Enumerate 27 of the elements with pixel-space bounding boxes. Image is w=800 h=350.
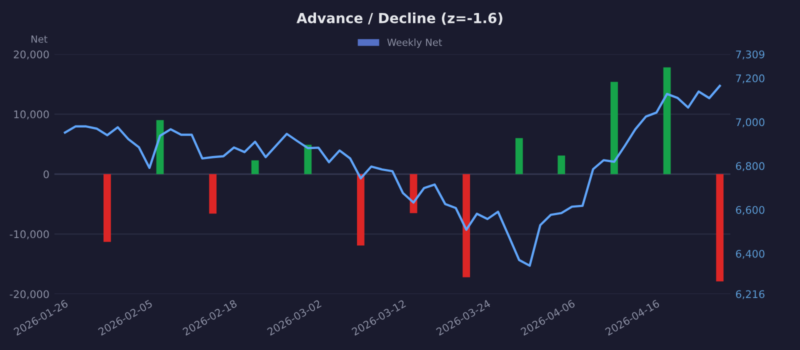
y2-tick-label: 7,200 [736,74,764,84]
line-series [64,84,721,267]
y-tick-label: -10,000 [10,230,49,240]
y2-tick-label: 6,216 [736,290,764,300]
bar [357,174,364,246]
y-tick-label: 20,000 [14,50,49,60]
y2-tick-label: 6,400 [736,250,764,259]
bar [558,156,566,174]
y2-tick-label: 7,000 [736,118,764,128]
y-tick-label: -20,000 [10,290,49,300]
y-axis-title: Net [32,36,48,43]
y-tick-label: 10,000 [14,110,49,120]
chart-title: Advance / Decline (z=-1.6) [296,12,502,25]
y2-tick-label: 6,600 [736,206,764,215]
y-tick-label: 0 [44,170,49,178]
bar [209,174,217,214]
bar [251,160,259,174]
bar [610,82,618,174]
bar [104,174,111,242]
bar [462,174,470,278]
y2-tick-label: 7,309 [736,50,764,60]
bar [304,144,312,174]
bar [716,174,724,282]
bar [663,67,671,174]
text: Weekly Net [387,38,442,48]
bar [515,138,523,174]
y2-tick-label: 6,800 [736,162,764,172]
